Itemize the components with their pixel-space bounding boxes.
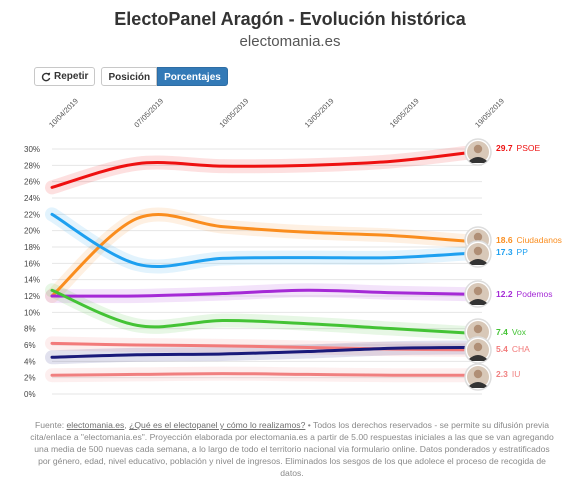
- end-value: 18.6: [496, 235, 513, 245]
- series-lines: [50, 149, 480, 377]
- repeat-button[interactable]: Repetir: [34, 67, 96, 86]
- portrait-body: [469, 299, 487, 305]
- end-series-name: PSOE: [517, 143, 541, 153]
- chart-title: ElectoPanel Aragón - Evolución histórica: [114, 9, 466, 29]
- end-value: 2.3: [496, 369, 508, 379]
- series-line[interactable]: [50, 288, 480, 298]
- y-tick-label: 12%: [24, 292, 40, 301]
- end-value: 12.2: [496, 289, 513, 299]
- y-tick-label: 30%: [24, 145, 40, 154]
- footer-body: • Todos los derechos reservados - se per…: [30, 420, 554, 478]
- end-label-cha: 5.4 CHA: [496, 344, 530, 354]
- end-label-ciudadanos: 18.6 Ciudadanos: [496, 235, 562, 245]
- end-series-name: Vox: [512, 327, 527, 337]
- end-label-podemos: 12.2 Podemos: [496, 289, 552, 299]
- repeat-label: Repetir: [54, 71, 89, 82]
- portrait-head: [473, 369, 483, 379]
- methodology-link[interactable]: ¿Qué es el electopanel y cómo lo realiza…: [129, 420, 306, 430]
- end-value: 7.4: [496, 327, 508, 337]
- series-line[interactable]: [50, 212, 480, 268]
- avatar-psoe: [464, 138, 492, 166]
- end-value: 17.3: [496, 247, 513, 257]
- end-series-name: Ciudadanos: [517, 235, 562, 245]
- toolbar: Repetir Posición Porcentajes: [34, 67, 228, 86]
- view-toggle: Posición Porcentajes: [101, 67, 228, 86]
- y-tick-label: 10%: [24, 308, 40, 317]
- x-tick-label: 19/05/2019: [473, 97, 506, 130]
- y-tick-label: 6%: [24, 341, 36, 350]
- x-tick-label: 10/04/2019: [47, 97, 80, 130]
- series-line[interactable]: [50, 149, 480, 189]
- x-tick-label: 10/05/2019: [217, 97, 250, 130]
- end-value: 5.4: [496, 344, 508, 354]
- series-line[interactable]: [50, 213, 480, 298]
- end-label-pp: 17.3 PP: [496, 247, 528, 257]
- y-tick-label: 0%: [24, 390, 36, 399]
- y-tick-label: 18%: [24, 243, 40, 252]
- portrait-head: [473, 246, 483, 256]
- y-tick-label: 4%: [24, 357, 36, 366]
- portrait-head: [473, 324, 483, 334]
- series-line[interactable]: [50, 345, 480, 359]
- portrait-head: [473, 232, 483, 242]
- avatar-iu: [464, 363, 492, 391]
- end-label-psoe: 29.7 PSOE: [496, 143, 540, 153]
- avatar-pp: [464, 240, 492, 268]
- avatar-podemos: [464, 280, 492, 308]
- portrait-body: [469, 259, 487, 265]
- x-tick-label: 13/05/2019: [303, 97, 336, 130]
- portrait-body: [469, 382, 487, 388]
- avatar-cha: [464, 336, 492, 364]
- series-line[interactable]: [50, 288, 480, 336]
- y-tick-label: 26%: [24, 178, 40, 187]
- percent-button[interactable]: Porcentajes: [157, 67, 228, 86]
- end-series-name: PP: [517, 247, 529, 257]
- portrait-head: [473, 286, 483, 296]
- series-end-labels: 29.7 PSOE 18.6 Ciudadanos 17.3 PP 12.2 Podemos 7…: [464, 138, 562, 391]
- y-axis-labels: 0% 2% 4% 6% 8% 10% 12% 14% 16% 18% 20% 22% 24% 26% 28%…: [24, 145, 40, 399]
- x-tick-label: 16/05/2019: [388, 97, 421, 130]
- end-value: 29.7: [496, 143, 513, 153]
- portrait-head: [473, 144, 483, 154]
- footer-separator: ,: [124, 420, 130, 430]
- end-series-name: CHA: [512, 344, 530, 354]
- y-tick-label: 16%: [24, 259, 40, 268]
- end-series-name: Podemos: [517, 289, 553, 299]
- end-label-iu: 2.3 IU: [496, 369, 520, 379]
- y-tick-label: 14%: [24, 276, 40, 285]
- footer-source-prefix: Fuente:: [35, 420, 67, 430]
- refresh-icon: [41, 72, 51, 81]
- y-tick-label: 22%: [24, 210, 40, 219]
- footer-note: Fuente: electomania.es, ¿Qué es el elect…: [30, 419, 554, 479]
- portrait-body: [469, 157, 487, 163]
- y-tick-label: 8%: [24, 325, 36, 334]
- end-series-name: IU: [512, 369, 521, 379]
- source-link[interactable]: electomania.es: [66, 420, 125, 430]
- portrait-body: [469, 355, 487, 361]
- series-line[interactable]: [50, 372, 480, 377]
- x-axis-labels: 10/04/2019 07/05/2019 10/05/2019 13/05/2019…: [47, 97, 506, 130]
- chart-subtitle: electomania.es: [239, 33, 341, 50]
- portrait-head: [473, 342, 483, 352]
- y-tick-label: 28%: [24, 161, 40, 170]
- position-button[interactable]: Posición: [101, 67, 158, 86]
- end-label-vox: 7.4 Vox: [496, 327, 527, 337]
- y-tick-label: 20%: [24, 227, 40, 236]
- y-tick-label: 2%: [24, 374, 36, 383]
- x-tick-label: 07/05/2019: [132, 97, 165, 130]
- y-tick-label: 24%: [24, 194, 40, 203]
